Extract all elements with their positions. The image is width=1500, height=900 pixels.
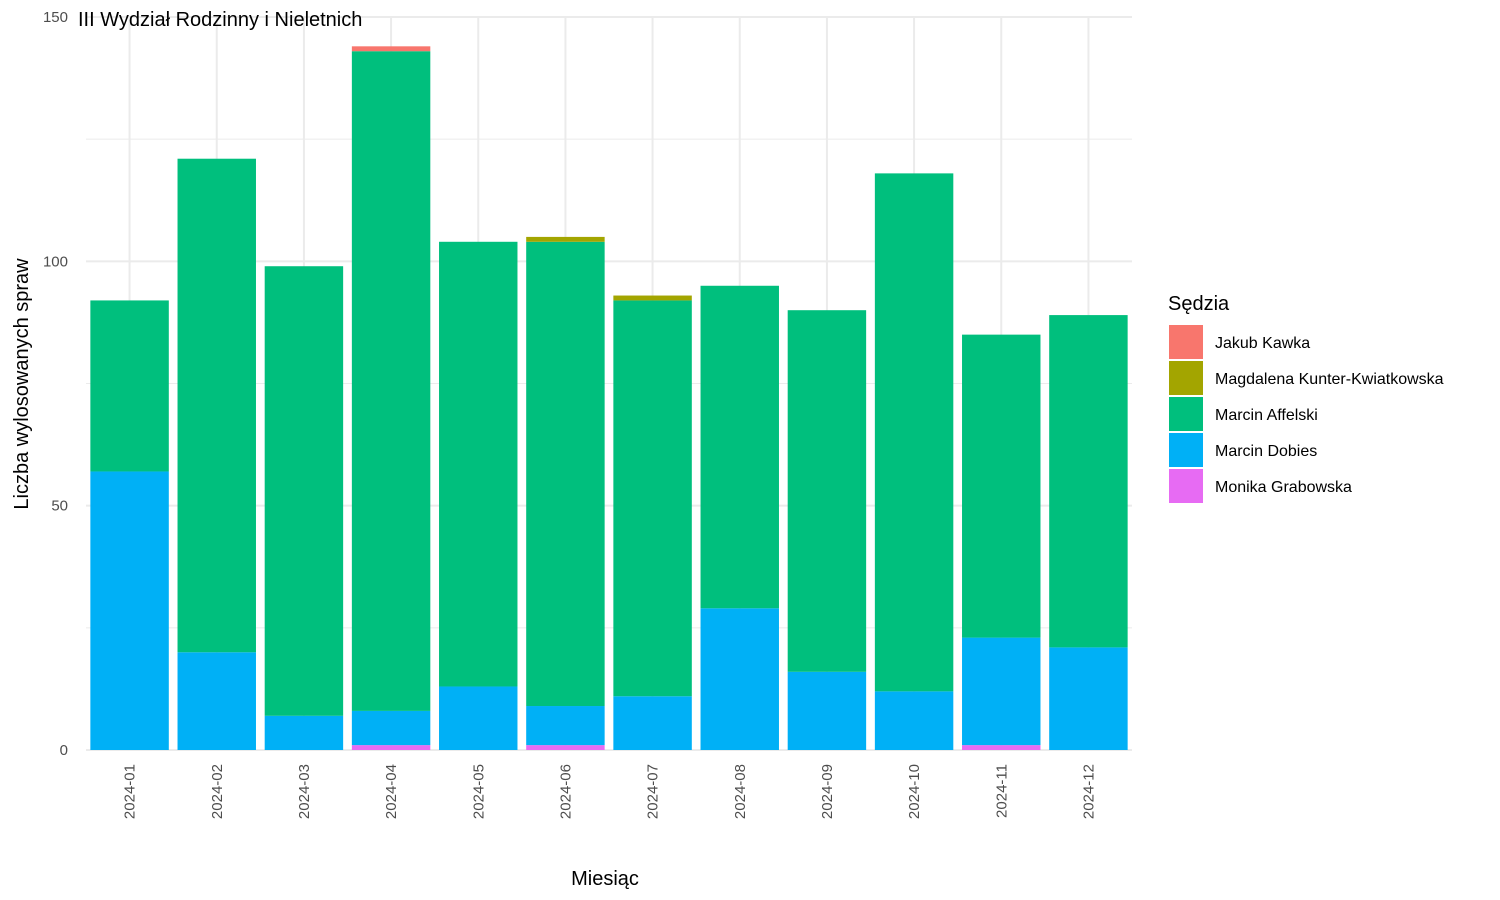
bar-segment bbox=[90, 471, 169, 750]
bar-segment bbox=[700, 608, 779, 750]
bar-segment bbox=[1049, 647, 1128, 750]
y-tick-label: 150 bbox=[43, 9, 68, 26]
x-tick-label: 2024-07 bbox=[645, 764, 662, 819]
y-tick-label: 100 bbox=[43, 253, 68, 270]
bar-segment bbox=[177, 652, 256, 750]
bar-segment bbox=[787, 671, 867, 750]
bar-segment bbox=[264, 715, 344, 750]
legend-key bbox=[1169, 469, 1203, 503]
x-tick-label: 2024-01 bbox=[122, 764, 139, 819]
x-tick-label: 2024-12 bbox=[1080, 764, 1097, 819]
bar-segment bbox=[962, 745, 1041, 750]
x-tick-label: 2024-09 bbox=[819, 764, 836, 819]
bar-segment bbox=[526, 745, 605, 750]
legend-label: Jakub Kawka bbox=[1215, 335, 1310, 352]
y-tick-label: 50 bbox=[51, 498, 68, 515]
bar-segment bbox=[962, 637, 1041, 746]
bar-segment bbox=[874, 173, 954, 692]
bar-segment bbox=[613, 300, 692, 697]
bar-segment bbox=[351, 46, 431, 52]
bar-segment bbox=[264, 266, 344, 716]
bar-segment bbox=[874, 691, 954, 750]
bar-segment bbox=[439, 686, 518, 750]
x-tick-label: 2024-03 bbox=[296, 764, 313, 819]
x-tick-label: 2024-05 bbox=[470, 764, 487, 819]
bar-segment bbox=[962, 334, 1041, 638]
legend-label: Monika Grabowska bbox=[1215, 479, 1352, 496]
bar-segment bbox=[351, 745, 431, 750]
y-tick-label: 0 bbox=[60, 742, 68, 759]
legend-key bbox=[1169, 397, 1203, 431]
bar-segment bbox=[177, 158, 256, 653]
y-axis-title: Liczba wylosowanych spraw bbox=[11, 258, 33, 510]
bar-segment bbox=[700, 285, 779, 609]
legend: Sędzia Jakub Kawka Magdalena Kunter-Kwiat… bbox=[1168, 293, 1444, 503]
x-tick-label: 2024-04 bbox=[383, 764, 400, 819]
x-tick-label: 2024-10 bbox=[906, 764, 923, 819]
bar-segment bbox=[526, 706, 605, 746]
x-axis-title: Miesiąc bbox=[571, 868, 639, 890]
legend-key bbox=[1169, 361, 1203, 395]
bar-segment bbox=[613, 295, 692, 301]
legend-title: Sędzia bbox=[1168, 293, 1230, 315]
chart-title: III Wydział Rodzinny i Nieletnich bbox=[78, 9, 362, 31]
bar-segment bbox=[90, 300, 169, 472]
legend-key bbox=[1169, 433, 1203, 467]
bar-segment bbox=[526, 236, 605, 242]
bar-segment bbox=[787, 310, 867, 672]
legend-label: Magdalena Kunter-Kwiatkowska bbox=[1215, 371, 1444, 388]
bar-segment bbox=[351, 51, 431, 711]
x-tick-label: 2024-02 bbox=[209, 764, 226, 819]
legend-label: Marcin Affelski bbox=[1215, 407, 1318, 424]
bar-segment bbox=[1049, 315, 1128, 648]
bar-segment bbox=[526, 241, 605, 707]
legend-label: Marcin Dobies bbox=[1215, 443, 1317, 460]
bars bbox=[90, 46, 1128, 750]
x-tick-label: 2024-06 bbox=[557, 764, 574, 819]
bar-segment bbox=[439, 241, 518, 687]
x-tick-label: 2024-08 bbox=[732, 764, 749, 819]
x-tick-labels: 2024-01 2024-02 2024-03 2024-04 2024-05 2024-… bbox=[122, 764, 1098, 819]
bar-segment bbox=[613, 696, 692, 750]
bar-segment bbox=[351, 710, 431, 746]
legend-key bbox=[1169, 325, 1203, 359]
x-tick-label: 2024-11 bbox=[993, 764, 1010, 818]
y-tick-labels: 0 50 100 150 bbox=[43, 9, 68, 759]
